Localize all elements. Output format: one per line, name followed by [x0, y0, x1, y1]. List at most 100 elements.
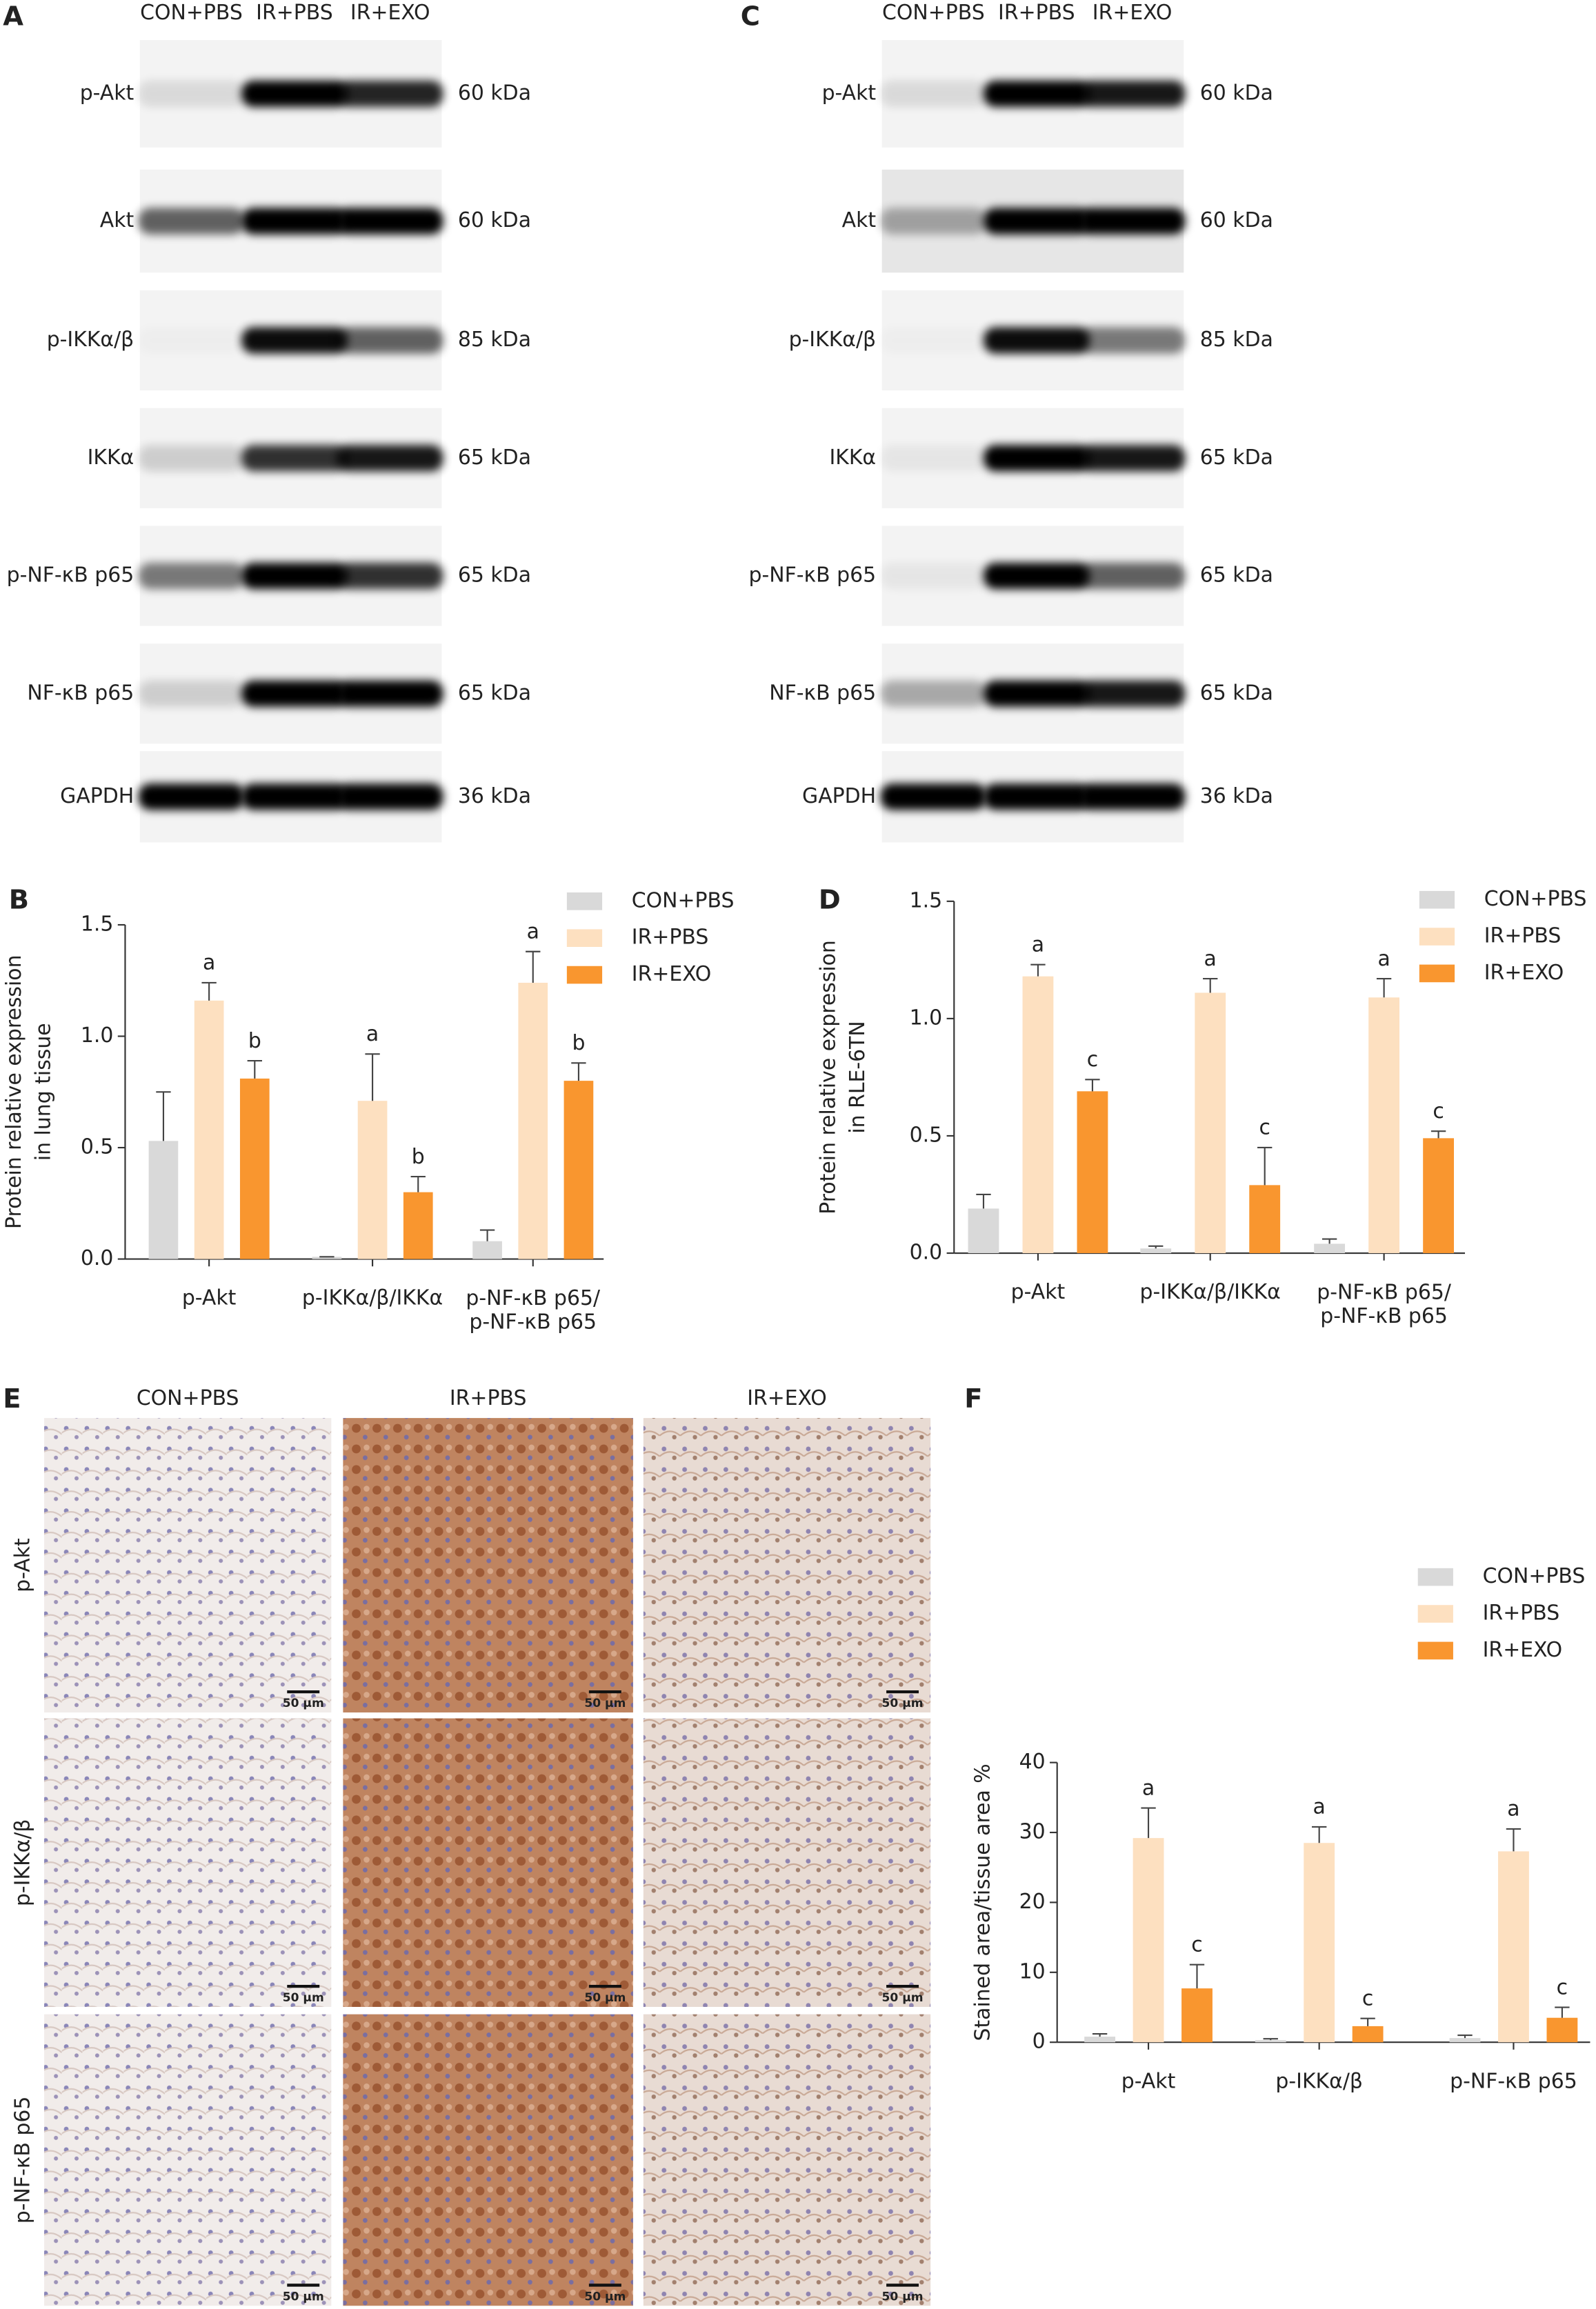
panel-label: B	[9, 884, 29, 915]
significance-label: a	[1142, 1776, 1155, 1800]
blot-band	[138, 562, 245, 590]
size-label: 65 kDa	[458, 446, 531, 470]
bar	[1423, 1138, 1455, 1254]
bar	[1022, 976, 1054, 1254]
y-tick-label: 0	[1033, 2030, 1046, 2054]
protein-label: p-NF-κB p65	[7, 563, 134, 588]
blot-band	[241, 80, 348, 108]
bar	[1249, 1185, 1281, 1254]
scale-bar-label: 50 μm	[882, 1991, 924, 2005]
y-tick-label: 1.5	[910, 888, 943, 912]
y-tick-label: 0.5	[81, 1135, 114, 1159]
blot-band	[1079, 327, 1186, 354]
protein-label: Akt	[100, 208, 134, 232]
x-tick-label: p-IKKα/β/IKKα	[302, 1286, 443, 1310]
x-tick-label: p-Akt	[1011, 1280, 1066, 1304]
significance-label: a	[1377, 947, 1390, 971]
blot-band	[983, 680, 1090, 708]
size-label: 65 kDa	[458, 563, 531, 588]
significance-label: c	[1087, 1048, 1098, 1072]
bar	[1449, 2038, 1481, 2043]
x-tick-label: p-NF-κB p65	[1450, 2069, 1577, 2093]
row-label: p-IKKα/β	[11, 1819, 35, 1907]
legend-swatch	[1417, 1641, 1453, 1660]
significance-label: c	[1259, 1116, 1270, 1140]
significance-label: c	[1433, 1099, 1444, 1123]
micrograph	[343, 1418, 633, 1713]
scale-bar-label: 50 μm	[283, 2290, 324, 2304]
legend-swatch	[1419, 890, 1455, 909]
x-tick-label: p-NF-κB p65/p-NF-κB p65	[466, 1286, 601, 1334]
size-label: 60 kDa	[1200, 81, 1273, 105]
bar	[968, 1208, 999, 1254]
bar	[1255, 2040, 1286, 2043]
error-bar	[1360, 2017, 1375, 2026]
bar	[1084, 2037, 1116, 2043]
size-label: 36 kDa	[1200, 784, 1273, 808]
panel-label: A	[3, 1, 23, 32]
blot-band	[880, 208, 987, 234]
size-label: 85 kDa	[1200, 328, 1273, 352]
blot-band	[881, 327, 987, 353]
y-tick-label: 0.0	[81, 1246, 114, 1270]
significance-label: a	[1032, 932, 1044, 957]
y-tick-label: 30	[1019, 1820, 1046, 1844]
error-bar	[526, 950, 541, 983]
blot-band	[880, 80, 987, 108]
micrograph	[343, 1718, 633, 2007]
error-bar	[1085, 1079, 1100, 1092]
bar	[357, 1101, 388, 1259]
lane-label: CON+PBS	[882, 1, 985, 25]
blot-band	[138, 208, 245, 234]
legend-swatch	[1417, 1605, 1453, 1623]
legend-swatch	[1419, 964, 1455, 983]
protein-label: IKKα	[88, 446, 134, 470]
x-tick-label: p-IKKα/β/IKKα	[1140, 1280, 1281, 1304]
blot-band	[983, 562, 1090, 590]
legend-label: CON+PBS	[1483, 1564, 1586, 1588]
error-bar	[1092, 2032, 1108, 2037]
blot-band	[983, 783, 1090, 810]
protein-label: Akt	[842, 208, 876, 232]
lane-label: IR+EXO	[350, 1, 430, 25]
significance-label: a	[527, 920, 539, 944]
bar	[1133, 1838, 1164, 2043]
error-bar	[1457, 2035, 1473, 2039]
y-tick-label: 20	[1019, 1890, 1046, 1914]
blot-band	[983, 80, 1090, 108]
bar	[563, 1081, 594, 1259]
blot-band	[880, 445, 987, 472]
size-label: 60 kDa	[458, 81, 531, 105]
error-bar	[247, 1059, 262, 1079]
protein-label: IKKα	[829, 446, 876, 470]
error-bar	[1148, 1245, 1164, 1249]
scale-bar-label: 50 μm	[584, 1991, 626, 2005]
error-bar	[1257, 1146, 1273, 1186]
blot-band	[337, 80, 443, 108]
bar	[1314, 1243, 1346, 1254]
legend-swatch	[566, 929, 603, 948]
blot-band	[241, 680, 348, 708]
blot-band	[337, 680, 443, 708]
blot-band	[337, 327, 443, 354]
size-label: 60 kDa	[458, 208, 531, 232]
significance-label: c	[1557, 1975, 1568, 1999]
bar	[403, 1192, 433, 1259]
size-label: 65 kDa	[1200, 681, 1273, 705]
bar	[239, 1078, 270, 1259]
error-bar	[1506, 1828, 1522, 1852]
legend-label: IR+PBS	[1484, 924, 1562, 948]
blot-band	[241, 783, 348, 810]
micrograph	[643, 1718, 931, 2007]
y-axis-label: in RLE-6TN	[846, 1021, 870, 1133]
x-tick-label: p-IKKα/β	[1275, 2069, 1363, 2093]
y-tick-label: 1.0	[81, 1023, 114, 1048]
panel-label: F	[964, 1383, 982, 1415]
error-bar	[1189, 1963, 1205, 1989]
size-label: 65 kDa	[458, 681, 531, 705]
scale-bar-label: 50 μm	[882, 1697, 924, 1710]
blot-band	[880, 562, 987, 590]
protein-label: GAPDH	[60, 784, 134, 808]
column-label: IR+PBS	[450, 1386, 527, 1410]
